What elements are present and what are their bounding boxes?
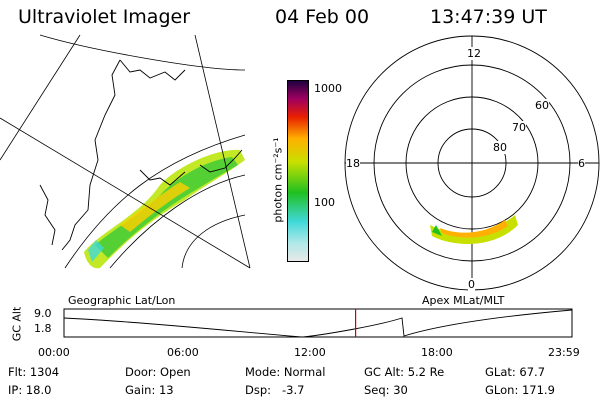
- mlat-label-80: 80: [493, 141, 507, 154]
- polar-coords-label: Apex MLat/MLT: [422, 294, 505, 307]
- xtick-2359: 23:59: [548, 346, 580, 359]
- mlt-label-18: 18: [346, 157, 360, 170]
- xtick-0600: 06:00: [167, 346, 199, 359]
- status-gain: Gain: 13: [125, 383, 174, 397]
- mlt-label-6: 6: [578, 157, 585, 170]
- altitude-ytick-bottom: 1.8: [34, 322, 52, 335]
- colorbar: [287, 80, 309, 262]
- altitude-ytick-top: 9.0: [34, 307, 52, 320]
- aurora-emission-geo: [84, 149, 245, 269]
- aurora-emission-polar: [430, 215, 518, 244]
- status-door: Door: Open: [125, 365, 191, 379]
- date-label: 04 Feb 00: [275, 6, 370, 28]
- status-flt: Flt: 1304: [8, 365, 60, 379]
- status-seq: Seq: 30: [364, 383, 408, 397]
- mlat-label-60: 60: [535, 99, 549, 112]
- mlt-label-12: 12: [467, 47, 481, 60]
- mlt-label-0: 0: [468, 278, 475, 291]
- instrument-title: Ultraviolet Imager: [18, 6, 191, 28]
- time-label: 13:47:39 UT: [430, 6, 547, 28]
- colorbar-tick-100: 100: [314, 196, 335, 209]
- mlat-label-70: 70: [512, 121, 526, 134]
- status-mode: Mode: Normal: [245, 365, 326, 379]
- xtick-1200: 12:00: [294, 346, 326, 359]
- colorbar-tick-1000: 1000: [314, 82, 342, 95]
- xtick-1800: 18:00: [421, 346, 453, 359]
- status-ip: IP: 18.0: [8, 383, 52, 397]
- xtick-0000: 00:00: [38, 346, 70, 359]
- status-glat: GLat: 67.7: [485, 365, 546, 379]
- status-glon: GLon: 171.9: [485, 383, 555, 397]
- status-gc-alt: GC Alt: 5.2 Re: [364, 365, 445, 379]
- status-dsp: Dsp: -3.7: [245, 383, 305, 397]
- map-projection-label: Geographic Lat/Lon: [68, 294, 176, 307]
